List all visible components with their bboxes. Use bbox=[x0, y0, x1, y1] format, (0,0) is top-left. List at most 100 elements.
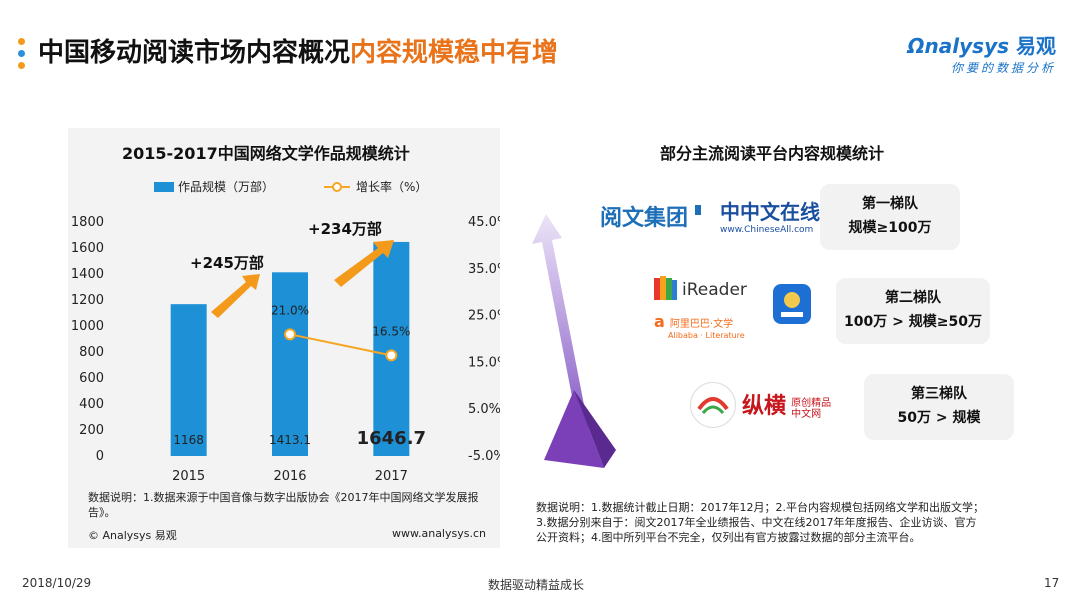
tier-arrow-pyramid bbox=[532, 214, 616, 468]
chart-legend: 作品规模（万部） 增长率（%） bbox=[154, 179, 427, 194]
logo-tagline: 你要的数据分析 bbox=[950, 61, 1056, 75]
growth-rate-label: 21.0% bbox=[271, 303, 309, 317]
up-arrow-icon bbox=[532, 214, 592, 448]
zongheng-sub: 原创精品中文网 bbox=[791, 397, 832, 420]
left-chart-title: 2015-2017中国网络文学作品规模统计 bbox=[122, 144, 410, 163]
legend-line-marker bbox=[332, 182, 342, 192]
bullet-dot bbox=[18, 38, 25, 45]
y-left-tick-label: 1600 bbox=[71, 241, 104, 256]
x-tick-label: 2017 bbox=[375, 469, 408, 484]
y-left-tick-label: 800 bbox=[79, 345, 104, 360]
tier-box-1: 第一梯队 规模≥100万 bbox=[820, 184, 960, 250]
y-right-tick-label: 35.0% bbox=[468, 262, 500, 277]
note-line: 3.数据分别来自于：阅文2017年全业绩报告、中文在线2017年年度报告、企业访… bbox=[536, 516, 977, 529]
growth-rate-line bbox=[289, 333, 392, 357]
analysys-logo: Ωnalysys 易观 你要的数据分析 bbox=[908, 30, 1056, 76]
yuewen-logo: 阅文集团 bbox=[600, 206, 689, 231]
annotation-2016: +245万部 bbox=[190, 254, 264, 272]
y-left-tick-label: 1800 bbox=[71, 215, 104, 230]
y-left-tick-label: 1000 bbox=[71, 319, 104, 334]
ireader-logo: iReader bbox=[682, 280, 747, 300]
page-title: 中国移动阅读市场内容概况内容规模稳中有增 bbox=[38, 32, 558, 69]
right-chart-title: 部分主流阅读平台内容规模统计 bbox=[660, 144, 885, 163]
y-right-tick-label: 45.0% bbox=[468, 215, 500, 230]
legend-line-label: 增长率（%） bbox=[356, 179, 427, 194]
ireader-book-icon bbox=[654, 274, 678, 302]
x-axis-labels: 2015 2016 2017 bbox=[172, 469, 408, 484]
left-data-note: 数据说明：1.数据来源于中国音像与数字出版协会《2017年中国网络文学发展报告》… bbox=[88, 491, 479, 519]
right-data-note: 数据说明：1.数据统计截止日期：2017年12月；2.平台内容规模包括网络文学和… bbox=[536, 500, 1036, 545]
pyramid-icon bbox=[544, 390, 604, 468]
website-link[interactable]: www.analysys.cn bbox=[392, 527, 486, 540]
tier-box-3: 第三梯队 50万 > 规模 bbox=[864, 374, 1014, 440]
alibaba-name-en: Alibaba · Literature bbox=[668, 331, 745, 340]
line-series: 21.0% 16.5% bbox=[271, 303, 410, 362]
growth-rate-label: 16.5% bbox=[372, 324, 410, 338]
app-icon-blue bbox=[773, 284, 811, 324]
y-right-tick-label: 15.0% bbox=[468, 355, 500, 370]
third-tier-app-icon bbox=[690, 382, 736, 428]
legend-bar-label: 作品规模（万部） bbox=[178, 179, 274, 194]
legend-bar-swatch bbox=[154, 182, 174, 192]
bar bbox=[272, 272, 308, 456]
tier-box-2: 第二梯队 100万 > 规模≥50万 bbox=[836, 278, 990, 344]
bar-series: 1168 1413.1 1646.7 bbox=[170, 241, 426, 456]
chineseall-book-icon: 中 bbox=[720, 200, 740, 224]
tier-name: 第三梯队 bbox=[911, 386, 967, 402]
page-title-main: 中国移动阅读市场内容概况 bbox=[38, 38, 351, 68]
bar-value-label: 1646.7 bbox=[357, 428, 426, 449]
annotation-2017: +234万部 bbox=[308, 220, 382, 238]
tier-scale: 规模≥100万 bbox=[848, 220, 932, 236]
growth-arrow-icon bbox=[334, 240, 394, 287]
alibaba-icon: a bbox=[654, 312, 665, 331]
y-left-tick-label: 1400 bbox=[71, 267, 104, 282]
yuewen-flag-icon bbox=[695, 205, 701, 215]
bullet-dot bbox=[18, 62, 25, 69]
y-right-tick-label: 25.0% bbox=[468, 309, 500, 324]
y-left-tick-label: 400 bbox=[79, 397, 104, 412]
logo-name-cn: 易观 bbox=[1016, 34, 1056, 58]
y-left-tick-label: 600 bbox=[79, 371, 104, 386]
footer-date: 2018/10/29 bbox=[22, 576, 92, 590]
bullet-dot bbox=[18, 50, 25, 57]
tier-name: 第二梯队 bbox=[885, 290, 941, 306]
x-tick-label: 2015 bbox=[172, 469, 205, 484]
note-line: 公开资料；4.图中所列平台不完全，仅列出有官方披露过数据的部分主流平台。 bbox=[536, 531, 921, 544]
bar bbox=[373, 241, 410, 456]
note-line: 数据说明：1.数据统计截止日期：2017年12月；2.平台内容规模包括网络文学和… bbox=[536, 501, 984, 514]
logo-name-en: nalysys bbox=[924, 34, 1010, 58]
y-right-tick-label: -5.0% bbox=[468, 449, 500, 464]
x-tick-label: 2016 bbox=[273, 469, 306, 484]
bar-value-label: 1168 bbox=[173, 433, 204, 447]
page-title-highlight: 内容规模稳中有增 bbox=[350, 38, 559, 68]
y-left-tick-label: 200 bbox=[79, 423, 104, 438]
footer-slogan: 数据驱动精益成长 bbox=[488, 578, 585, 592]
y-axis-right: -5.0% 5.0% 15.0% 25.0% 35.0% 45.0% bbox=[468, 215, 500, 464]
y-left-tick-label: 0 bbox=[96, 449, 104, 464]
tier-name: 第一梯队 bbox=[862, 196, 918, 212]
growth-arrows bbox=[211, 240, 394, 318]
growth-arrow-icon bbox=[211, 274, 260, 318]
y-right-tick-label: 5.0% bbox=[468, 402, 500, 417]
growth-rate-point bbox=[385, 349, 398, 362]
y-axis-left: 0 200 400 600 800 1000 1200 1400 1600 1800 bbox=[71, 215, 104, 464]
alibaba-name: 阿里巴巴·文学 bbox=[669, 319, 734, 330]
copyright: © Analysys 易观 bbox=[88, 529, 177, 542]
title-bullet-dots bbox=[18, 38, 26, 74]
growth-rate-point bbox=[284, 328, 296, 341]
chineseall-url: www.ChineseAll.com bbox=[720, 225, 814, 235]
chineseall-logo: 中中文在线 www.ChineseAll.com bbox=[720, 196, 820, 235]
alibaba-literature-logo: a 阿里巴巴·文学 Alibaba · Literature bbox=[654, 312, 745, 340]
page-number: 17 bbox=[1044, 576, 1060, 590]
logo-a-icon: Ω bbox=[907, 34, 925, 58]
pyramid-side bbox=[574, 390, 616, 468]
zongheng-name: 纵横 bbox=[742, 394, 787, 419]
y-left-tick-label: 1200 bbox=[71, 293, 104, 308]
tier-scale: 50万 > 规模 bbox=[897, 410, 981, 426]
bar-value-label: 1413.1 bbox=[269, 433, 311, 447]
tier-scale: 100万 > 规模≥50万 bbox=[844, 314, 982, 330]
zongheng-logo: 纵横 原创精品中文网 bbox=[742, 388, 835, 420]
chineseall-name: 中文在线 bbox=[740, 200, 820, 224]
bar bbox=[170, 304, 207, 456]
bar-line-chart: 作品规模（万部） 增长率（%） 0 200 400 600 800 1000 1200 140… bbox=[71, 179, 500, 484]
